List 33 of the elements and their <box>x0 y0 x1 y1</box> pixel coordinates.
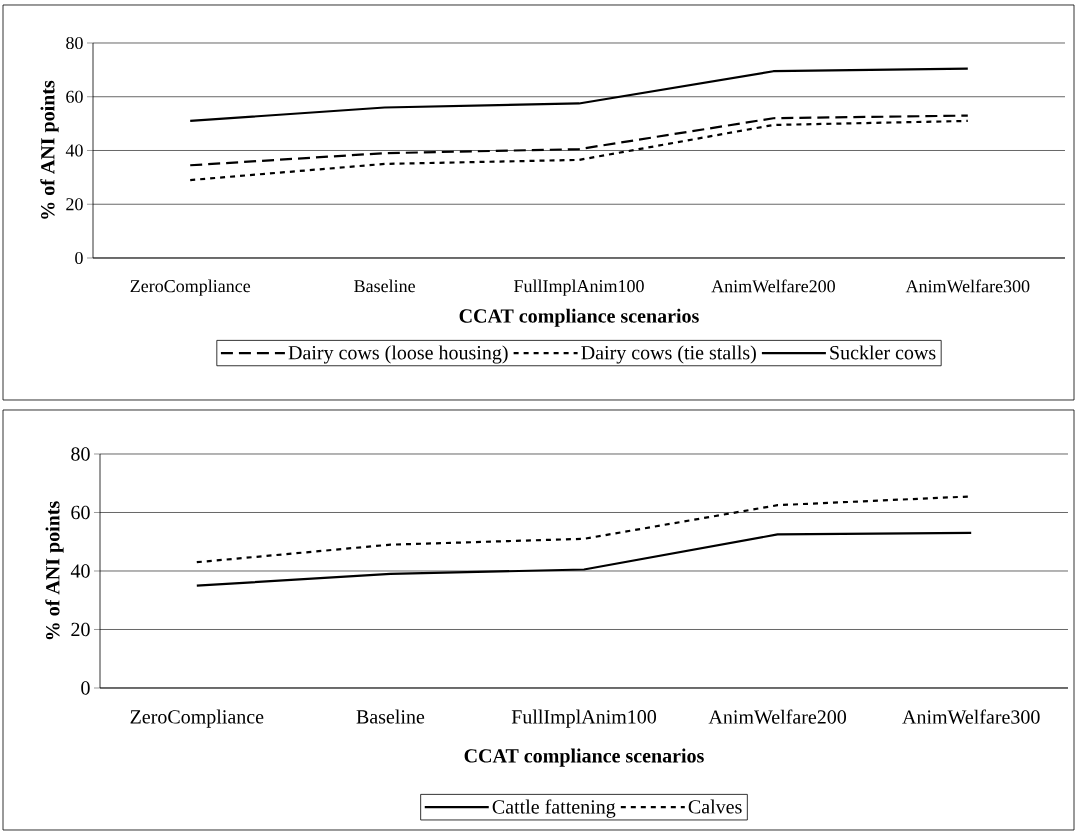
x-tick-label: ZeroCompliance <box>130 279 251 296</box>
x-tick-label: AnimWelfare300 <box>905 279 1030 293</box>
legend-label: Dairy cows (tie stalls) <box>581 345 756 364</box>
line-series <box>189 114 969 167</box>
y-tick-label: 40 <box>65 144 83 157</box>
y-tick-label: 60 <box>71 505 90 520</box>
x-tick-label: AnimWelfare300 <box>902 709 1040 724</box>
y-tick-label: 0 <box>75 251 83 265</box>
line-series <box>189 119 969 182</box>
y-tick-label: 20 <box>66 198 83 211</box>
x-tick-label: Baseline <box>356 709 425 724</box>
x-tick-label: FullImplAnim100 <box>511 709 657 728</box>
x-axis-title: CCAT compliance scenarios <box>464 748 704 767</box>
legend-label: Cattle fattening <box>492 799 616 818</box>
y-axis-title: % of ANI points <box>45 501 64 640</box>
y-tick-label: 0 <box>81 681 90 695</box>
legend-label: Dairy cows (loose housing) <box>288 345 508 364</box>
y-tick-label: 20 <box>71 622 90 637</box>
x-tick-label: Baseline <box>354 279 415 293</box>
y-tick-label: 40 <box>70 564 90 578</box>
line-series <box>195 531 973 587</box>
x-axis-title: CCAT compliance scenarios <box>459 308 699 327</box>
y-tick-label: 80 <box>66 36 83 50</box>
line-series <box>189 67 969 123</box>
y-axis-title: % of ANI points <box>40 80 59 219</box>
x-tick-label: ZeroCompliance <box>130 709 264 728</box>
y-tick-label: 80 <box>71 447 90 461</box>
x-tick-label: FullImplAnim100 <box>514 279 644 296</box>
x-tick-label: AnimWelfare200 <box>711 279 835 293</box>
legend-label: Suckler cows <box>830 345 936 360</box>
x-tick-label: AnimWelfare200 <box>708 709 847 724</box>
legend-label: Calves <box>688 799 742 814</box>
y-tick-label: 60 <box>66 90 83 103</box>
